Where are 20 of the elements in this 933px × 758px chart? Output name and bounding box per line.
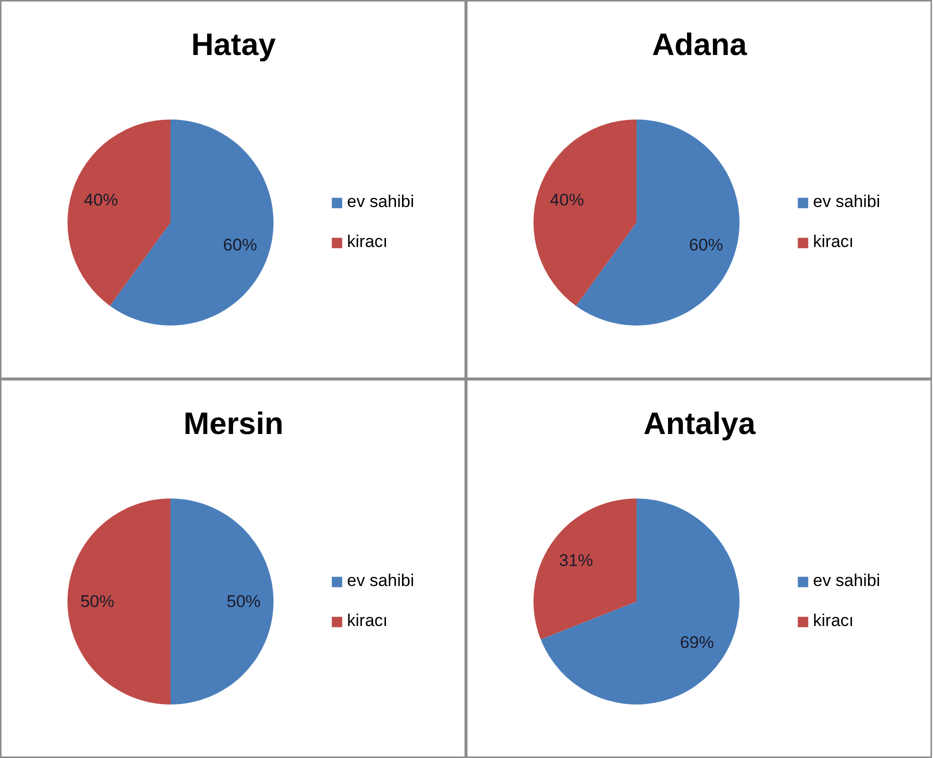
chart-title: Mersin — [184, 406, 284, 441]
data-label: 31% — [559, 550, 594, 570]
legend-label: ev sahibi — [347, 192, 414, 212]
data-label: 50% — [226, 592, 261, 611]
legend-label: kiracı — [813, 232, 854, 252]
legend-label: ev sahibi — [813, 192, 880, 212]
legend-label: kiracı — [813, 611, 854, 631]
data-label: 69% — [680, 633, 714, 652]
chart-title: Adana — [652, 27, 748, 62]
legend-label: kiracı — [347, 611, 388, 631]
legend-label: ev sahibi — [347, 571, 414, 591]
data-label: 50% — [80, 592, 114, 611]
legend-label: kiracı — [347, 232, 388, 252]
legend-label: ev sahibi — [813, 571, 880, 591]
data-label: 60% — [689, 236, 724, 255]
chart-title: Hatay — [191, 27, 276, 62]
data-label: 40% — [550, 190, 584, 210]
chart-title: Antalya — [644, 406, 756, 441]
data-label: 60% — [223, 236, 258, 255]
data-label: 40% — [84, 190, 118, 210]
